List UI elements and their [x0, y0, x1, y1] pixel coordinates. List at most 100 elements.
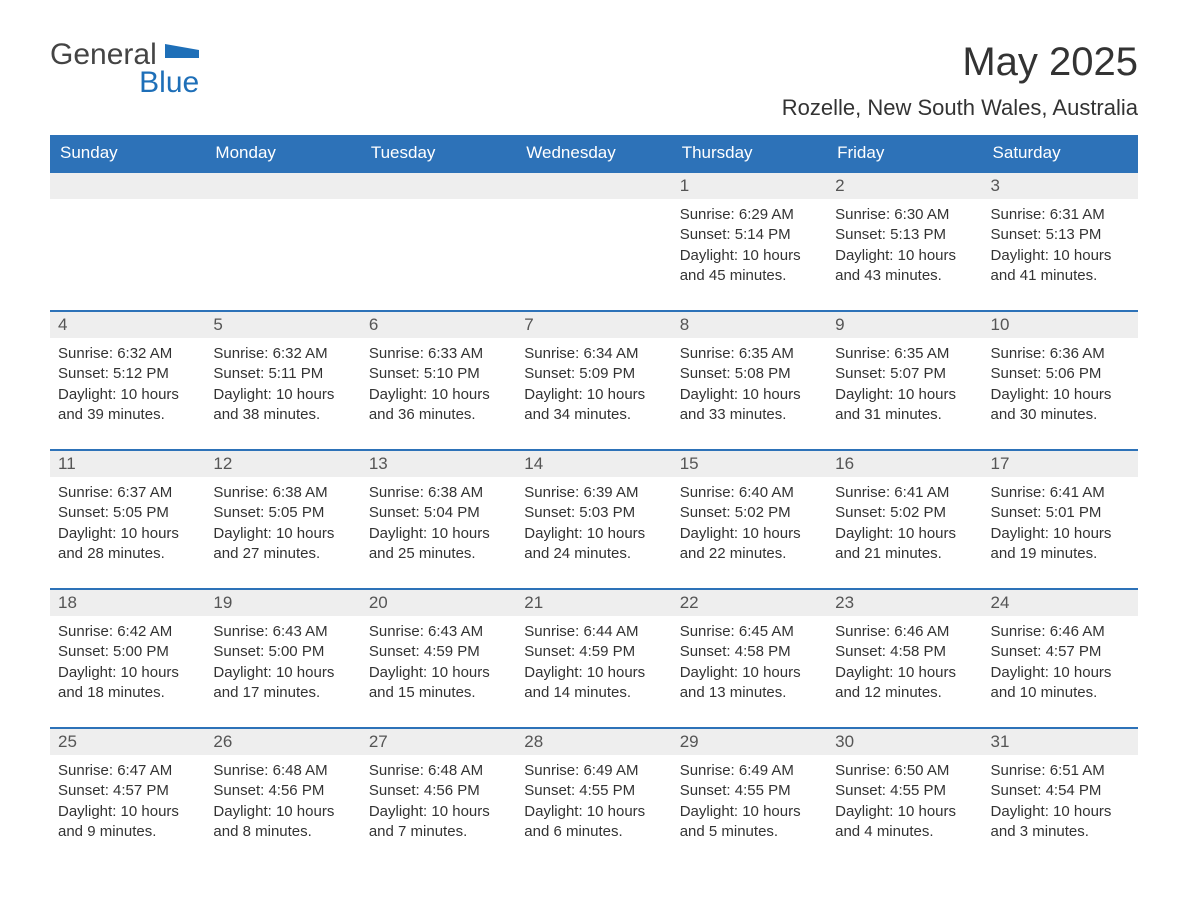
day-number: 10 [983, 312, 1138, 338]
day-number: 20 [361, 590, 516, 616]
sunset-line: Sunset: 5:13 PM [835, 225, 974, 245]
sunrise-line: Sunrise: 6:39 AM [524, 483, 663, 503]
day-cell: 23Sunrise: 6:46 AMSunset: 4:58 PMDayligh… [827, 589, 982, 728]
sunset-line: Sunset: 4:56 PM [369, 781, 508, 801]
day-header: Wednesday [516, 135, 671, 172]
day-cell: 29Sunrise: 6:49 AMSunset: 4:55 PMDayligh… [672, 728, 827, 866]
sunset-line: Sunset: 4:55 PM [524, 781, 663, 801]
sunset-line: Sunset: 5:00 PM [58, 642, 197, 662]
sunrise-line: Sunrise: 6:41 AM [991, 483, 1130, 503]
day-cell: 3Sunrise: 6:31 AMSunset: 5:13 PMDaylight… [983, 172, 1138, 311]
logo-flag-icon [165, 40, 199, 67]
day-number: 13 [361, 451, 516, 477]
day-body-empty [205, 199, 360, 309]
day-cell: 17Sunrise: 6:41 AMSunset: 5:01 PMDayligh… [983, 450, 1138, 589]
sunset-line: Sunset: 4:56 PM [213, 781, 352, 801]
day-body: Sunrise: 6:44 AMSunset: 4:59 PMDaylight:… [516, 616, 671, 727]
daylight-line: Daylight: 10 hours and 14 minutes. [524, 663, 663, 704]
day-header: Tuesday [361, 135, 516, 172]
week-row: 4Sunrise: 6:32 AMSunset: 5:12 PMDaylight… [50, 311, 1138, 450]
sunset-line: Sunset: 5:03 PM [524, 503, 663, 523]
day-cell: 19Sunrise: 6:43 AMSunset: 5:00 PMDayligh… [205, 589, 360, 728]
day-number: 9 [827, 312, 982, 338]
sunset-line: Sunset: 5:00 PM [213, 642, 352, 662]
day-number: 5 [205, 312, 360, 338]
sunrise-line: Sunrise: 6:46 AM [835, 622, 974, 642]
day-number: 27 [361, 729, 516, 755]
day-cell: 11Sunrise: 6:37 AMSunset: 5:05 PMDayligh… [50, 450, 205, 589]
daylight-line: Daylight: 10 hours and 24 minutes. [524, 524, 663, 565]
day-cell: 7Sunrise: 6:34 AMSunset: 5:09 PMDaylight… [516, 311, 671, 450]
day-body: Sunrise: 6:47 AMSunset: 4:57 PMDaylight:… [50, 755, 205, 866]
day-cell: 14 Sunrise: 6:39 AMSunset: 5:03 PMDayligh… [516, 450, 671, 589]
day-cell: 24Sunrise: 6:46 AMSunset: 4:57 PMDayligh… [983, 589, 1138, 728]
sunset-line: Sunset: 5:02 PM [835, 503, 974, 523]
day-number-empty [516, 173, 671, 199]
title-block: May 2025 Rozelle, New South Wales, Austr… [782, 40, 1138, 127]
daylight-line: Daylight: 10 hours and 6 minutes. [524, 802, 663, 843]
day-body: Sunrise: 6:41 AMSunset: 5:01 PMDaylight:… [983, 477, 1138, 588]
sunrise-line: Sunrise: 6:46 AM [991, 622, 1130, 642]
sunset-line: Sunset: 5:05 PM [213, 503, 352, 523]
sunrise-line: Sunrise: 6:49 AM [524, 761, 663, 781]
sunrise-line: Sunrise: 6:38 AM [213, 483, 352, 503]
day-body: Sunrise: 6:32 AMSunset: 5:12 PMDaylight:… [50, 338, 205, 449]
sunrise-line: Sunrise: 6:49 AM [680, 761, 819, 781]
sunrise-line: Sunrise: 6:44 AM [524, 622, 663, 642]
day-header: Saturday [983, 135, 1138, 172]
daylight-line: Daylight: 10 hours and 45 minutes. [680, 246, 819, 287]
sunrise-line: Sunrise: 6:35 AM [680, 344, 819, 364]
sunrise-line: Sunrise: 6:37 AM [58, 483, 197, 503]
day-number: 16 [827, 451, 982, 477]
sunrise-line: Sunrise: 6:32 AM [58, 344, 197, 364]
day-body: Sunrise: 6:36 AMSunset: 5:06 PMDaylight:… [983, 338, 1138, 449]
day-cell: 26Sunrise: 6:48 AMSunset: 4:56 PMDayligh… [205, 728, 360, 866]
month-title: May 2025 [782, 40, 1138, 85]
week-row: 1Sunrise: 6:29 AMSunset: 5:14 PMDaylight… [50, 172, 1138, 311]
sunset-line: Sunset: 4:55 PM [835, 781, 974, 801]
sunset-line: Sunset: 5:12 PM [58, 364, 197, 384]
sunset-line: Sunset: 5:05 PM [58, 503, 197, 523]
day-body: Sunrise: 6:34 AMSunset: 5:09 PMDaylight:… [516, 338, 671, 449]
day-cell: 9Sunrise: 6:35 AMSunset: 5:07 PMDaylight… [827, 311, 982, 450]
day-cell: 13Sunrise: 6:38 AMSunset: 5:04 PMDayligh… [361, 450, 516, 589]
daylight-line: Daylight: 10 hours and 15 minutes. [369, 663, 508, 704]
sunrise-line: Sunrise: 6:41 AM [835, 483, 974, 503]
daylight-line: Daylight: 10 hours and 5 minutes. [680, 802, 819, 843]
day-number: 7 [516, 312, 671, 338]
sunset-line: Sunset: 5:10 PM [369, 364, 508, 384]
sunrise-line: Sunrise: 6:34 AM [524, 344, 663, 364]
day-number: 31 [983, 729, 1138, 755]
day-number: 21 [516, 590, 671, 616]
header: General Blue May 2025 Rozelle, New South… [50, 40, 1138, 127]
day-number-empty [205, 173, 360, 199]
daylight-line: Daylight: 10 hours and 27 minutes. [213, 524, 352, 565]
daylight-line: Daylight: 10 hours and 10 minutes. [991, 663, 1130, 704]
sunset-line: Sunset: 4:59 PM [369, 642, 508, 662]
sunset-line: Sunset: 5:06 PM [991, 364, 1130, 384]
day-number: 28 [516, 729, 671, 755]
day-cell [361, 172, 516, 311]
daylight-line: Daylight: 10 hours and 38 minutes. [213, 385, 352, 426]
day-number: 15 [672, 451, 827, 477]
daylight-line: Daylight: 10 hours and 41 minutes. [991, 246, 1130, 287]
sunset-line: Sunset: 4:59 PM [524, 642, 663, 662]
sunrise-line: Sunrise: 6:40 AM [680, 483, 819, 503]
day-number: 6 [361, 312, 516, 338]
day-cell: 2Sunrise: 6:30 AMSunset: 5:13 PMDaylight… [827, 172, 982, 311]
daylight-line: Daylight: 10 hours and 4 minutes. [835, 802, 974, 843]
daylight-line: Daylight: 10 hours and 28 minutes. [58, 524, 197, 565]
day-number: 14 [516, 451, 671, 477]
day-number: 12 [205, 451, 360, 477]
day-cell: 5Sunrise: 6:32 AMSunset: 5:11 PMDaylight… [205, 311, 360, 450]
day-body: Sunrise: 6:42 AMSunset: 5:00 PMDaylight:… [50, 616, 205, 727]
sunrise-line: Sunrise: 6:30 AM [835, 205, 974, 225]
day-cell: 10Sunrise: 6:36 AMSunset: 5:06 PMDayligh… [983, 311, 1138, 450]
daylight-line: Daylight: 10 hours and 19 minutes. [991, 524, 1130, 565]
location-label: Rozelle, New South Wales, Australia [782, 95, 1138, 121]
day-number-empty [361, 173, 516, 199]
day-cell: 22Sunrise: 6:45 AMSunset: 4:58 PMDayligh… [672, 589, 827, 728]
day-cell: 25Sunrise: 6:47 AMSunset: 4:57 PMDayligh… [50, 728, 205, 866]
day-number: 30 [827, 729, 982, 755]
day-cell: 12 Sunrise: 6:38 AMSunset: 5:05 PMDayligh… [205, 450, 360, 589]
